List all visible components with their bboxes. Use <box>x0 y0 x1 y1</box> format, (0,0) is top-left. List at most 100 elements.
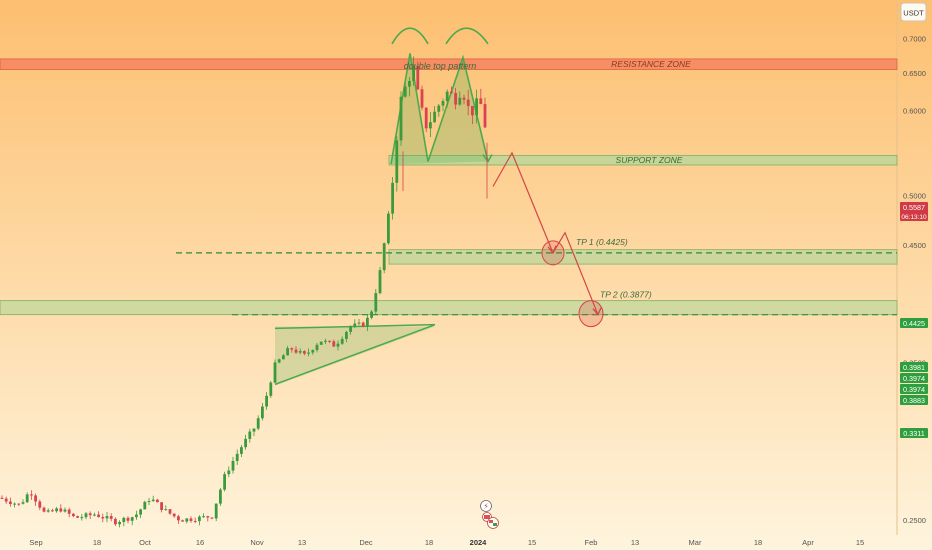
candle-110 <box>462 94 466 105</box>
candle-35 <box>147 497 151 506</box>
candle-body-62 <box>261 406 264 419</box>
price-badge-bg-2 <box>900 362 928 372</box>
candle-body-104 <box>437 105 441 112</box>
candle-body-44 <box>185 518 189 522</box>
candle-body-38 <box>160 502 163 510</box>
candle-body-109 <box>458 97 462 105</box>
x-tick-5: 13 <box>298 538 306 547</box>
candle-body-114 <box>479 98 483 105</box>
candle-body-71 <box>298 351 302 353</box>
candle-108 <box>454 87 457 110</box>
price-badge-bg-0 <box>900 202 928 221</box>
candle-105 <box>441 98 445 112</box>
price-badge-1: 0.4425 <box>900 318 928 328</box>
double-top-arc-left <box>391 27 429 45</box>
candle-83 <box>349 325 352 335</box>
candle-5 <box>21 499 25 505</box>
candle-21 <box>88 511 92 519</box>
candle-body-46 <box>193 520 197 522</box>
tp1-target-circle <box>541 240 565 266</box>
candle-body-79 <box>332 341 336 347</box>
candle-92 <box>387 210 390 245</box>
tp2-zone <box>0 300 898 316</box>
tp2-label: TP 2 (0.3877) <box>600 290 652 300</box>
candle-body-22 <box>93 514 96 516</box>
tp2-target-circle <box>578 300 604 328</box>
candle-95 <box>399 91 403 146</box>
candle-body-3 <box>13 503 16 505</box>
candle-body-23 <box>97 514 100 518</box>
x-tick-12: Mar <box>689 538 702 547</box>
candle-19 <box>80 514 84 521</box>
candle-body-90 <box>378 270 382 294</box>
candle-body-64 <box>269 382 273 396</box>
candle-25 <box>105 511 109 523</box>
candle-103 <box>433 106 436 123</box>
y-tick-1: 0.6500 <box>903 69 926 78</box>
y-tick-0: 0.7000 <box>903 34 926 43</box>
candle-97 <box>408 77 411 97</box>
candle-52 <box>219 487 222 507</box>
candle-106 <box>445 89 449 108</box>
candle-body-73 <box>307 352 310 354</box>
candle-body-40 <box>168 509 172 514</box>
price-badge-6: 0.3311 <box>900 428 928 438</box>
candle-55 <box>231 456 235 474</box>
candle-45 <box>189 516 193 523</box>
candle-body-37 <box>156 499 159 503</box>
candle-body-113 <box>475 98 478 116</box>
dividend-icon[interactable]: ⚡ <box>480 500 492 512</box>
candle-61 <box>256 415 260 431</box>
candle-111 <box>466 89 470 116</box>
candle-body-100 <box>420 89 424 108</box>
candle-body-76 <box>319 341 323 345</box>
candle-body-48 <box>202 516 205 518</box>
candle-body-15 <box>63 509 67 512</box>
candle-body-33 <box>139 509 142 515</box>
candle-body-35 <box>147 501 151 503</box>
candle-60 <box>252 428 256 436</box>
triangle-pattern-fill <box>275 326 435 386</box>
candle-body-69 <box>290 348 294 350</box>
flag-icon-multi[interactable] <box>487 517 499 529</box>
candle-18 <box>76 515 79 518</box>
candle-body-57 <box>240 447 243 454</box>
candle-body-31 <box>130 517 134 521</box>
candle-body-67 <box>282 355 285 360</box>
currency-button[interactable]: USDT <box>900 2 927 22</box>
resistance-zone <box>0 58 898 70</box>
candle-2 <box>9 497 12 507</box>
candle-78 <box>328 340 331 344</box>
candle-body-50 <box>210 517 214 519</box>
pattern-label: double top pattern <box>404 61 477 71</box>
candle-body-21 <box>88 513 92 516</box>
candle-74 <box>311 349 315 355</box>
candle-47 <box>198 515 201 526</box>
projection-arrow-tp2 <box>592 307 602 316</box>
candle-body-32 <box>135 514 138 518</box>
price-badge-label-1: 0.4425 <box>903 319 925 328</box>
event-icons[interactable]: ⚡ <box>480 500 499 529</box>
candle-22 <box>93 512 96 517</box>
candle-27 <box>114 517 117 526</box>
support-zone <box>388 155 898 166</box>
candle-48 <box>202 513 205 518</box>
tp1-zone <box>388 249 898 265</box>
candle-101 <box>424 107 428 133</box>
candle-79 <box>332 339 336 347</box>
x-tick-2: Oct <box>139 538 152 547</box>
x-tick-1: 18 <box>93 538 101 547</box>
candle-body-27 <box>114 518 117 525</box>
candle-body-70 <box>294 349 298 353</box>
candle-89 <box>374 288 378 315</box>
candle-91 <box>382 242 386 274</box>
candle-8 <box>34 493 37 506</box>
price-badge-0: 0.5587 06:13:10 <box>900 202 928 221</box>
candle-body-112 <box>471 106 474 116</box>
x-tick-3: 16 <box>196 538 204 547</box>
candle-54 <box>227 466 231 478</box>
candle-body-8 <box>34 495 37 502</box>
candle-1 <box>4 496 8 504</box>
y-tick-3: 0.5000 <box>903 192 926 201</box>
